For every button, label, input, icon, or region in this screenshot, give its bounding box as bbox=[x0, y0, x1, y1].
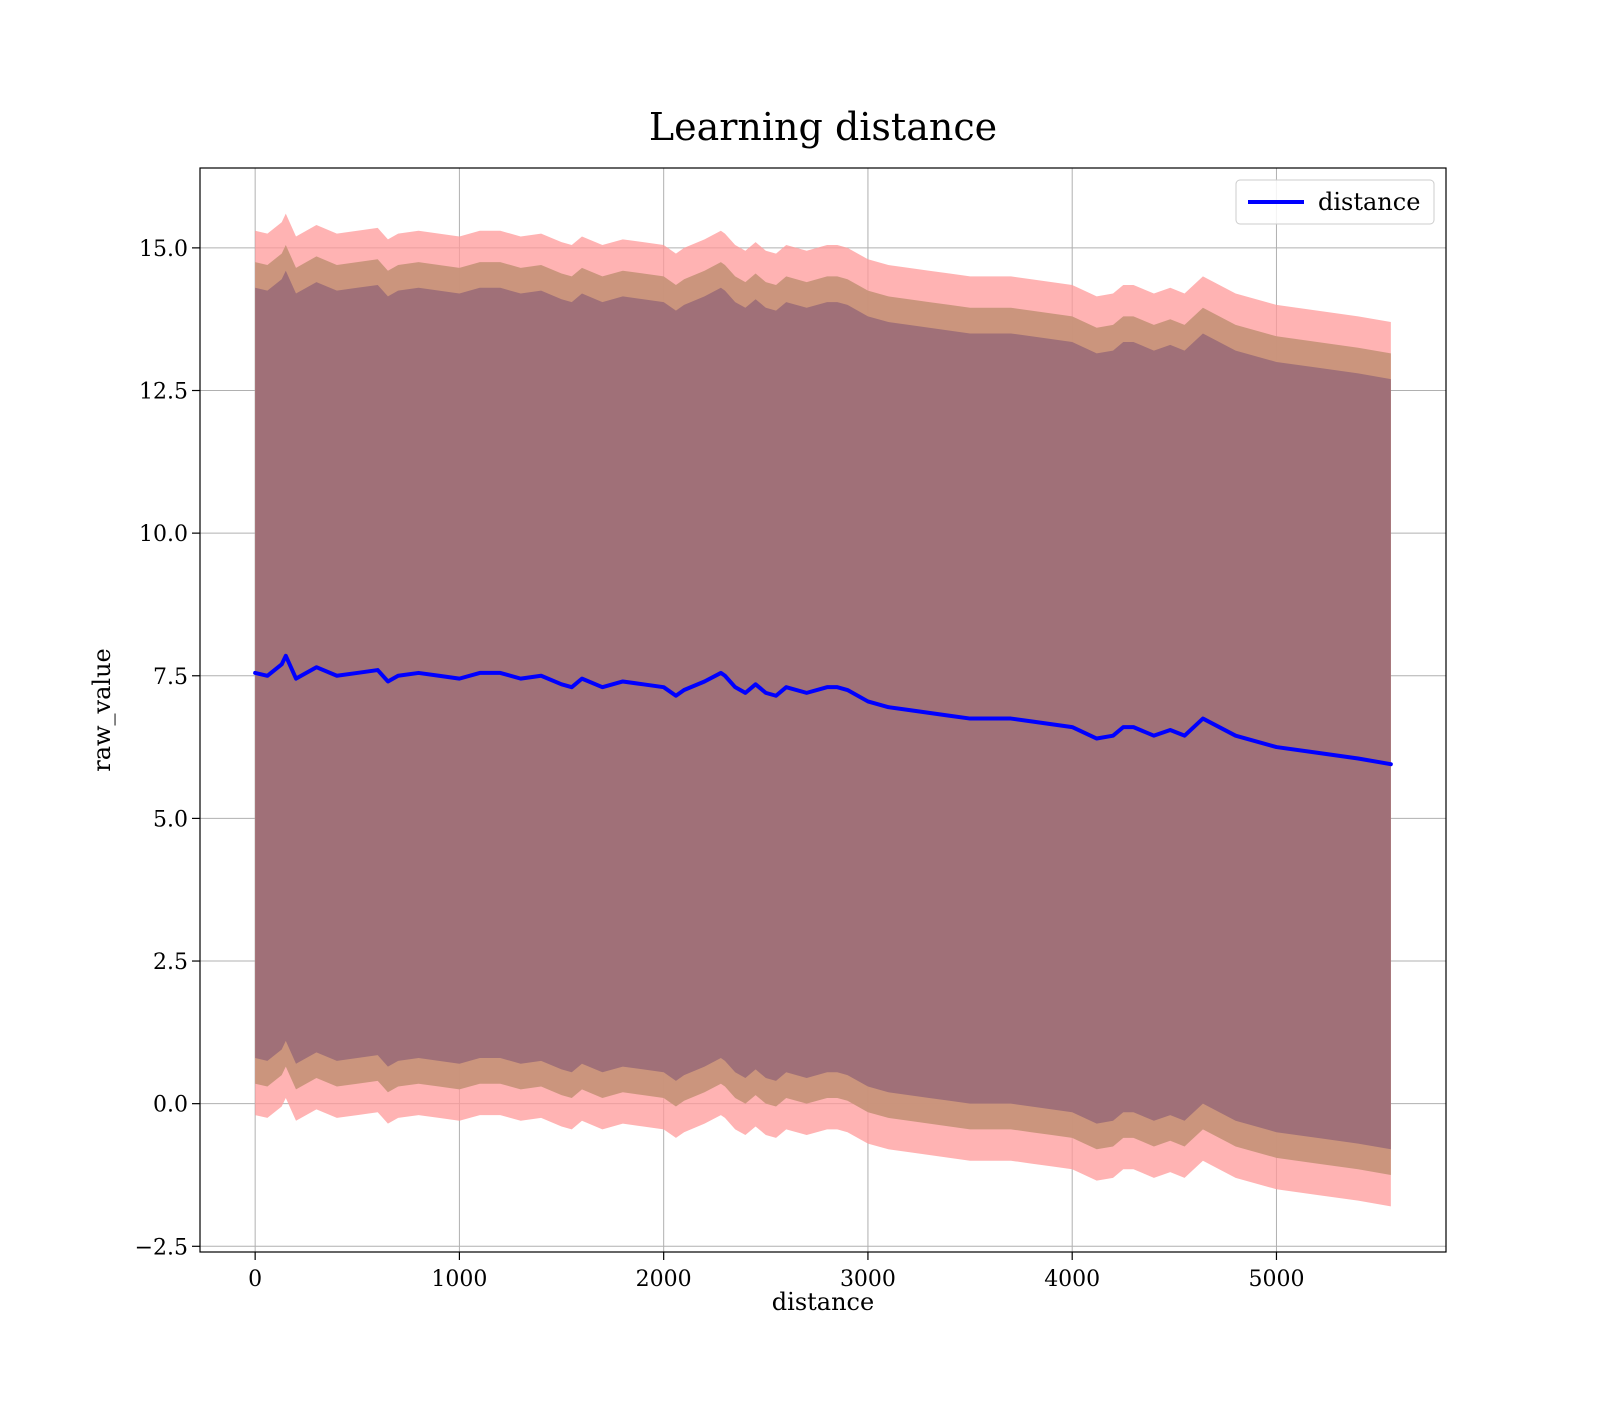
series-line-distance bbox=[253, 653, 1393, 767]
y-tick-label: 2.5 bbox=[153, 950, 188, 975]
x-tick-label: 3000 bbox=[840, 1267, 896, 1292]
y-tick-label: 12.5 bbox=[139, 380, 188, 405]
x-axis-label: distance bbox=[772, 1288, 874, 1316]
y-tick-label: 5.0 bbox=[153, 807, 188, 832]
series-lines bbox=[253, 653, 1393, 767]
legend-box bbox=[1235, 179, 1435, 225]
chart-title: Learning distance bbox=[649, 105, 997, 149]
x-tick-label: 2000 bbox=[636, 1267, 692, 1292]
y-tick-label: 10.0 bbox=[139, 522, 188, 547]
legend-label-distance: distance bbox=[1318, 188, 1420, 216]
y-tick-label: 15.0 bbox=[139, 237, 188, 262]
x-tick-label: 5000 bbox=[1248, 1267, 1304, 1292]
x-tick-label: 1000 bbox=[431, 1267, 487, 1292]
y-tick-label: 0.0 bbox=[153, 1093, 188, 1118]
y-tick-label: −2.5 bbox=[135, 1235, 188, 1260]
axis-ticks: 0 1000 2000 3000 4000 5000 −2.5 0.0 2.5 5.0 7.5 10.… bbox=[135, 237, 1305, 1292]
x-tick-label: 0 bbox=[248, 1267, 262, 1292]
x-tick-label: 4000 bbox=[1044, 1267, 1100, 1292]
plot-frame bbox=[199, 167, 1447, 1253]
legend: distance bbox=[1235, 179, 1435, 225]
confidence-bands bbox=[255, 213, 1391, 1207]
y-axis-label: raw_value bbox=[88, 648, 116, 772]
inner-band bbox=[255, 270, 1391, 1150]
y-tick-label: 7.5 bbox=[153, 665, 188, 690]
